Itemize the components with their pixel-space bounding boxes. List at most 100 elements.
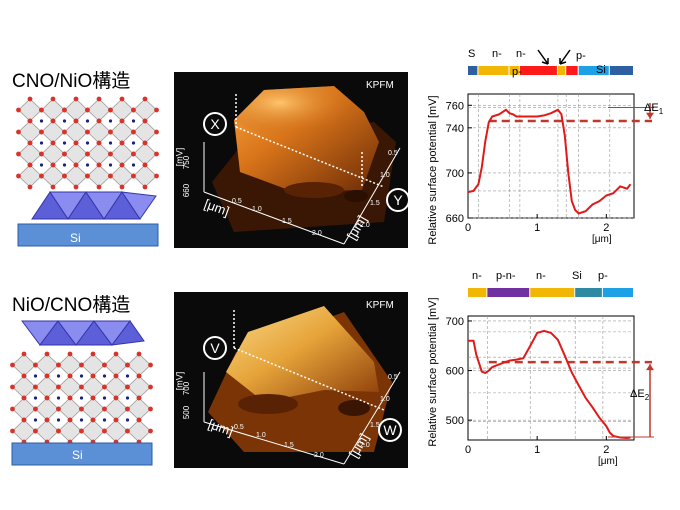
oxygen-atom — [119, 140, 125, 146]
region-bar-segment — [519, 66, 557, 75]
kpfm-image-bottom: KPFM V W [mV] 500 700 [μm] 0.5 1.0 1.5 2… — [174, 292, 408, 468]
interface-arrow — [537, 49, 549, 65]
region-bar-segment — [609, 66, 633, 75]
oxygen-atom — [21, 351, 27, 357]
delta-label: ΔE1 — [644, 102, 664, 117]
cation-atom — [33, 396, 38, 400]
oxygen-atom — [113, 373, 119, 379]
octahedron — [40, 120, 66, 144]
octahedron — [126, 397, 152, 421]
oxygen-atom — [21, 373, 27, 379]
y-tick-label: 700 — [446, 316, 464, 328]
oxygen-atom — [136, 395, 142, 401]
profile-plot-top: 660 700 740 760 0 1 2 S n- n- p- p- Si Relativ… — [412, 40, 677, 256]
region-bar-segment — [509, 66, 519, 75]
region-label: S — [468, 48, 476, 60]
oxygen-atom — [125, 362, 130, 368]
y-tick: 1.0 — [380, 172, 390, 179]
cation-atom — [131, 141, 136, 145]
y-axis-title: Relative surface potential [mV] — [427, 95, 439, 245]
oxygen-atom — [142, 184, 148, 190]
octahedron — [57, 397, 83, 421]
octahedron — [34, 353, 60, 377]
octahedron — [126, 419, 152, 443]
y-axis-title: Relative surface potential [mV] — [427, 297, 439, 447]
octahedron — [103, 375, 129, 399]
octahedron — [57, 375, 83, 399]
y-tick-label: 700 — [446, 168, 464, 180]
surface-potential-curve — [468, 329, 631, 440]
oxygen-atom — [90, 395, 96, 401]
oxygen-atom — [131, 107, 136, 113]
oxygen-atom — [27, 118, 33, 124]
octahedron — [11, 397, 37, 421]
oxygen-atom — [56, 428, 61, 434]
cation-atom — [85, 163, 90, 167]
octahedron — [132, 98, 158, 122]
oxygen-atom — [21, 417, 27, 423]
y-tick: 2.0 — [360, 442, 370, 449]
octahedron — [109, 164, 135, 188]
cation-atom — [62, 141, 67, 145]
x-tick-label: 1 — [534, 222, 540, 234]
z-tick-high: 700 — [182, 381, 192, 396]
z-tick-low: 500 — [182, 405, 192, 420]
oxygen-atom — [131, 173, 136, 179]
octahedron — [103, 397, 129, 421]
oxygen-atom — [44, 417, 50, 423]
oxygen-atom — [113, 351, 119, 357]
oxygen-atom — [10, 384, 15, 390]
x-tick: 0.5 — [232, 198, 242, 205]
oxygen-atom — [142, 140, 148, 146]
oxygen-atom — [67, 395, 73, 401]
oxygen-atom — [10, 406, 15, 412]
cation-atom — [108, 141, 113, 145]
x-tick: 1.0 — [252, 206, 262, 213]
octahedron — [17, 120, 43, 144]
oxygen-atom — [154, 151, 159, 157]
octahedron — [34, 375, 60, 399]
nio-layer — [31, 191, 157, 220]
oxygen-atom — [44, 395, 50, 401]
oxygen-atom — [16, 107, 21, 113]
x-unit-label: [μm] — [592, 234, 612, 245]
oxygen-atom — [148, 384, 153, 390]
cation-atom — [39, 141, 44, 145]
octahedron — [63, 142, 89, 166]
oxygen-atom — [39, 151, 44, 157]
oxygen-atom — [131, 129, 136, 135]
y-tick-label: 660 — [446, 213, 464, 225]
oxygen-atom — [90, 351, 96, 357]
octahedron — [109, 120, 135, 144]
octahedron — [80, 397, 106, 421]
oxygen-atom — [148, 406, 153, 412]
oxygen-atom — [85, 129, 90, 135]
oxygen-atom — [62, 107, 67, 113]
region-label: Si — [572, 270, 582, 282]
cation-atom — [56, 418, 61, 422]
oxygen-atom — [85, 151, 90, 157]
cation-atom — [125, 418, 130, 422]
x-tick-label: 0 — [465, 222, 471, 234]
oxygen-atom — [119, 118, 125, 124]
region-label: p- — [512, 66, 522, 78]
region-bar-segment — [478, 66, 509, 75]
oxygen-atom — [10, 428, 15, 434]
oxygen-atom — [67, 417, 73, 423]
octahedron — [126, 375, 152, 399]
crystal-structure-bottom — [10, 320, 153, 466]
x-tick: 2.0 — [314, 452, 324, 459]
point-a-marker: V — [203, 336, 227, 360]
cation-atom — [79, 374, 84, 378]
region-bar-segment — [468, 288, 487, 297]
oxygen-atom — [102, 384, 107, 390]
oxygen-atom — [50, 140, 56, 146]
octahedron — [103, 353, 129, 377]
region-label: n- — [492, 48, 502, 60]
region-bar-segment — [487, 288, 530, 297]
octahedron — [17, 98, 43, 122]
oxygen-atom — [96, 140, 102, 146]
oxygen-atom — [96, 162, 102, 168]
cation-atom — [39, 163, 44, 167]
octahedron — [63, 98, 89, 122]
